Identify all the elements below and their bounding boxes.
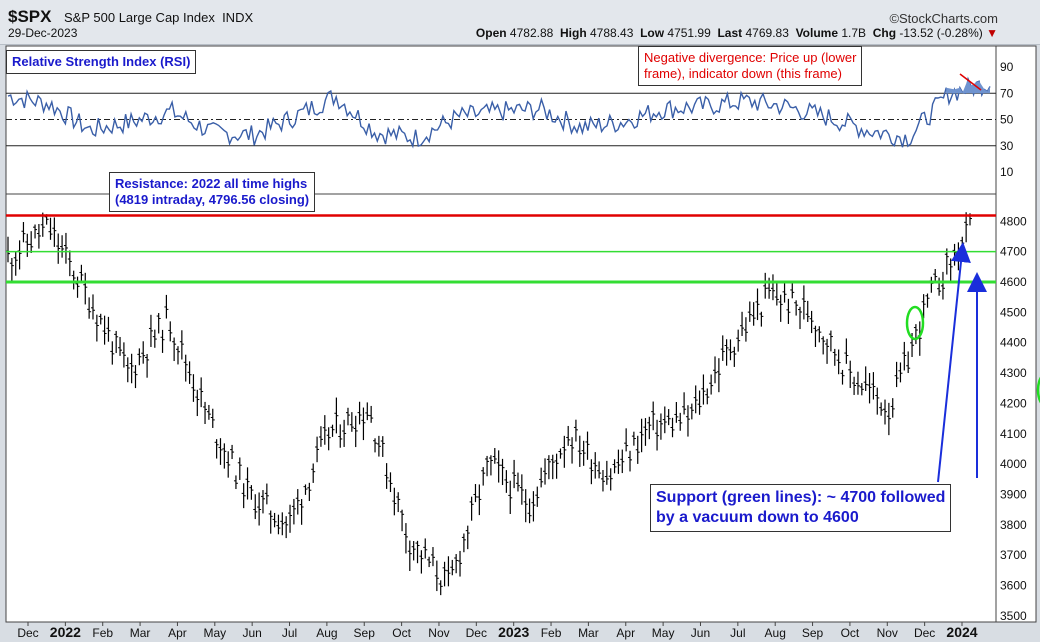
rsi-overbought-fill	[946, 78, 990, 94]
x-tick-label: Mar	[130, 626, 151, 640]
divergence-annotation: Negative divergence: Price up (lower fra…	[638, 46, 863, 86]
rsi-title-text: Relative Strength Index (RSI)	[12, 54, 191, 69]
price-tick-label: 4100	[1000, 427, 1027, 441]
price-tick-label: 3600	[1000, 579, 1027, 593]
rsi-tick-label: 10	[1000, 165, 1014, 179]
edge-circle-annotation	[1036, 376, 1040, 404]
x-tick-label: Sep	[802, 626, 824, 640]
divergence-line	[959, 73, 982, 91]
chg-label: Chg	[872, 26, 897, 40]
rsi-title-annotation: Relative Strength Index (RSI)	[6, 50, 197, 74]
x-tick-label: Aug	[765, 626, 786, 640]
last-label: Last	[717, 26, 743, 40]
x-tick-label: Mar	[578, 626, 599, 640]
x-tick-label: May	[652, 626, 675, 640]
price-axis-panel	[995, 45, 1037, 623]
price-tick-label: 4700	[1000, 245, 1027, 259]
x-tick-label: Jul	[730, 626, 745, 640]
price-ohlc-bars	[6, 212, 972, 596]
x-tick-label: Aug	[316, 626, 337, 640]
chg-value: -13.52 (-0.28%)	[899, 26, 983, 40]
x-tick-label: Jul	[282, 626, 297, 640]
volume-value: 1.7B	[841, 26, 867, 40]
price-tick-label: 3500	[1000, 609, 1027, 623]
price-tick-label: 3800	[1000, 518, 1027, 532]
x-tick-label: Jun	[691, 626, 710, 640]
ticker-symbol[interactable]: $SPX	[8, 7, 52, 26]
resistance-line-2: (4819 intraday, 4796.56 closing)	[115, 192, 310, 207]
price-tick-label: 4300	[1000, 366, 1027, 380]
x-tick-label: May	[203, 626, 226, 640]
open-label: Open	[475, 26, 507, 40]
exchange-label: INDX	[222, 10, 254, 25]
x-tick-label: Oct	[392, 626, 411, 640]
x-tick-label: 2023	[498, 624, 529, 640]
resistance-line-1: Resistance: 2022 all time highs	[115, 176, 308, 191]
support-arrow-1	[937, 242, 971, 483]
x-tick-label: Dec	[914, 626, 935, 640]
x-tick-label: 2022	[50, 624, 81, 640]
x-tick-label: Nov	[428, 626, 449, 640]
x-tick-label: Apr	[168, 626, 187, 640]
volume-label: Volume	[795, 26, 839, 40]
price-tick-label: 3900	[1000, 488, 1027, 502]
price-tick-label: 4500	[1000, 305, 1027, 319]
last-value: 4769.83	[745, 26, 789, 40]
gap-circle-annotation	[905, 305, 925, 341]
price-tick-label: 4000	[1000, 457, 1027, 471]
high-label: High	[559, 26, 587, 40]
price-y-axis: 3500 3600 3700 3800 3900 4000 4100 4200 4300 4400…	[1000, 214, 1027, 623]
x-axis: Dec 2022 Feb Mar Apr May Jun Jul Aug Sep Oct Nov Dec…	[17, 622, 978, 640]
x-tick-label: Apr	[616, 626, 635, 640]
x-tick-label: Nov	[877, 626, 898, 640]
price-tick-label: 4800	[1000, 214, 1027, 228]
resistance-annotation: Resistance: 2022 all time highs (4819 in…	[109, 172, 316, 212]
high-value: 4788.43	[590, 26, 634, 40]
x-tick-label: Dec	[17, 626, 38, 640]
chart-header	[0, 0, 1040, 45]
open-value: 4782.88	[509, 26, 554, 40]
brand-label: ©StockCharts.com	[889, 11, 998, 26]
rsi-reference-lines	[6, 92, 996, 147]
x-tick-label: Feb	[92, 626, 113, 640]
rsi-tick-label: 90	[1000, 60, 1014, 74]
index-full-name: S&P 500 Large Cap Index	[64, 10, 215, 25]
support-annotation: Support (green lines): ~ 4700 followed b…	[650, 484, 952, 532]
price-tick-label: 4400	[1000, 336, 1027, 350]
low-label: Low	[640, 26, 665, 40]
price-tick-label: 4200	[1000, 396, 1027, 410]
rsi-series-line	[7, 76, 991, 149]
rsi-tick-label: 70	[1000, 86, 1014, 100]
rsi-tick-label: 50	[1000, 113, 1014, 127]
rsi-y-axis: 10 30 50 70 90	[1000, 60, 1014, 179]
x-tick-label: 2024	[946, 624, 977, 640]
low-value: 4751.99	[667, 26, 711, 40]
x-tick-label: Sep	[354, 626, 376, 640]
divergence-line-2: frame), indicator down (this frame)	[644, 66, 842, 81]
x-tick-label: Dec	[466, 626, 487, 640]
divergence-line-1: Negative divergence: Price up (lower	[644, 50, 857, 65]
x-tick-label: Oct	[841, 626, 860, 640]
price-panel	[5, 193, 997, 623]
support-line-2: by a vacuum down to 4600	[656, 509, 859, 526]
price-tick-label: 3700	[1000, 548, 1027, 562]
support-line-1: Support (green lines): ~ 4700 followed	[656, 489, 946, 506]
price-level-lines	[6, 214, 996, 284]
rsi-tick-label: 30	[1000, 139, 1014, 153]
ohlc-readout: Open 4782.88 High 4788.43 Low 4751.99 La…	[476, 26, 998, 40]
chart-date: 29-Dec-2023	[8, 26, 78, 40]
x-tick-label: Jun	[242, 626, 261, 640]
x-tick-label: Feb	[541, 626, 562, 640]
down-arrow-icon: ▼	[986, 26, 998, 40]
index-name: S&P 500 Large Cap Index INDX	[64, 10, 253, 25]
price-tick-label: 4600	[1000, 275, 1027, 289]
